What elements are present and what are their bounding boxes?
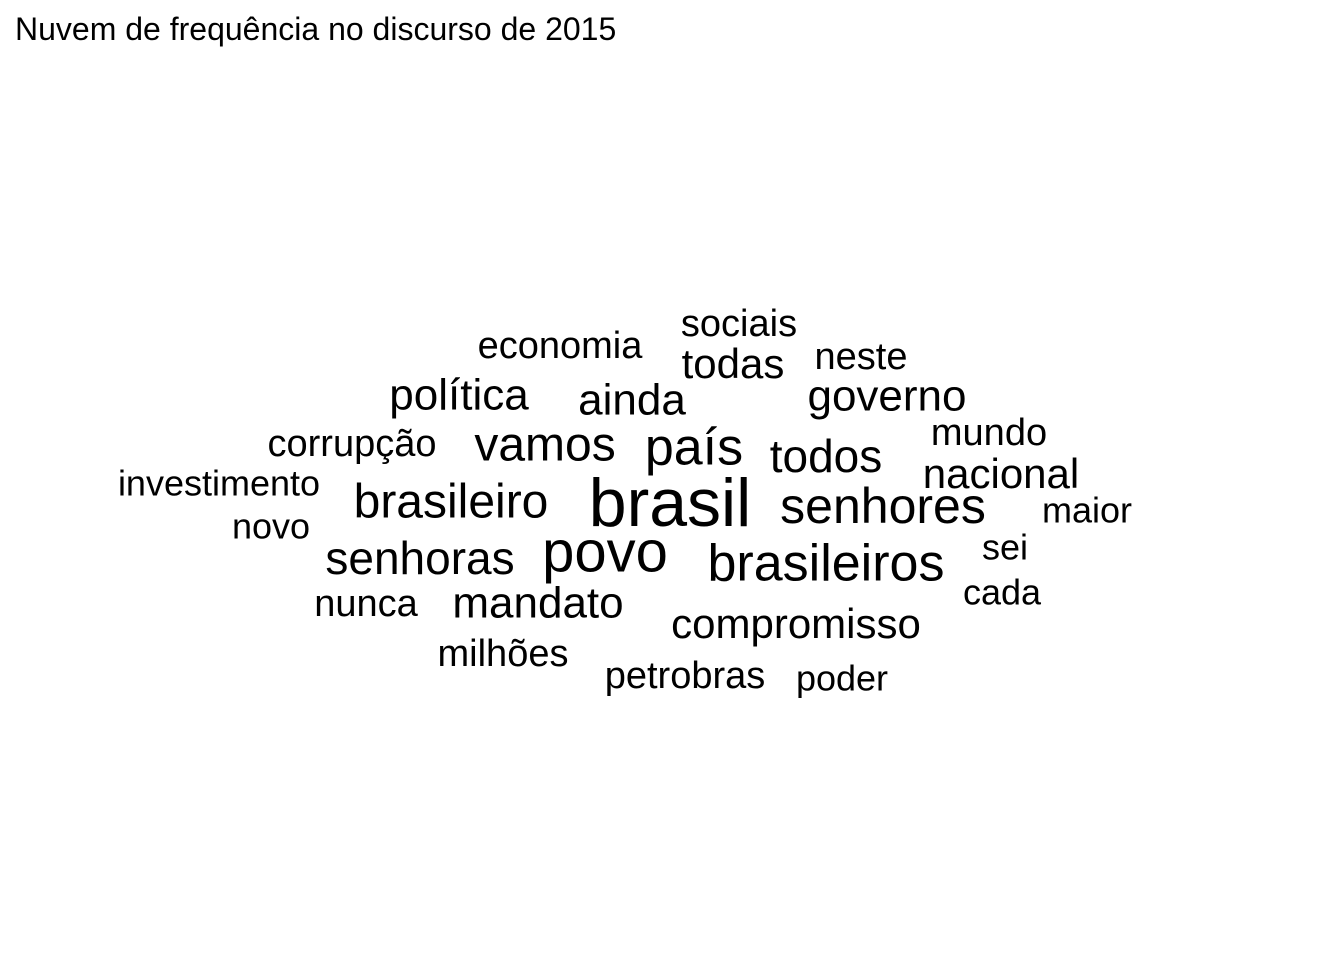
- word-país: país: [645, 419, 743, 477]
- word-mundo: mundo: [931, 412, 1047, 454]
- word-todos: todos: [770, 430, 883, 482]
- word-compromisso: compromisso: [671, 600, 921, 647]
- word-petrobras: petrobras: [605, 655, 766, 697]
- word-sei: sei: [982, 527, 1028, 568]
- word-povo: povo: [542, 519, 668, 584]
- word-economia: economia: [478, 325, 644, 367]
- word-novo: novo: [232, 506, 310, 547]
- word-brasileiros: brasileiros: [708, 535, 945, 593]
- word-poder: poder: [796, 658, 888, 699]
- word-todas: todas: [682, 340, 785, 387]
- word-brasil: brasil: [589, 465, 752, 541]
- word-governo: governo: [807, 372, 966, 421]
- word-neste: neste: [815, 336, 908, 378]
- chart-title: Nuvem de frequência no discurso de 2015: [15, 11, 617, 47]
- word-senhoras: senhoras: [325, 532, 514, 584]
- word-maior: maior: [1042, 490, 1132, 531]
- word-senhores: senhores: [780, 478, 986, 534]
- word-nacional: nacional: [923, 450, 1079, 497]
- word-mandato: mandato: [452, 579, 623, 628]
- word-cada: cada: [963, 572, 1042, 613]
- word-sociais: sociais: [681, 303, 797, 345]
- word-investimento: investimento: [118, 463, 320, 504]
- word-vamos: vamos: [474, 419, 615, 472]
- word-brasileiro: brasileiro: [354, 476, 549, 529]
- word-ainda: ainda: [578, 376, 686, 425]
- word-política: política: [389, 371, 529, 420]
- word-milhões: milhões: [438, 633, 569, 675]
- word-nunca: nunca: [314, 583, 418, 625]
- word-corrupção: corrupção: [268, 423, 437, 465]
